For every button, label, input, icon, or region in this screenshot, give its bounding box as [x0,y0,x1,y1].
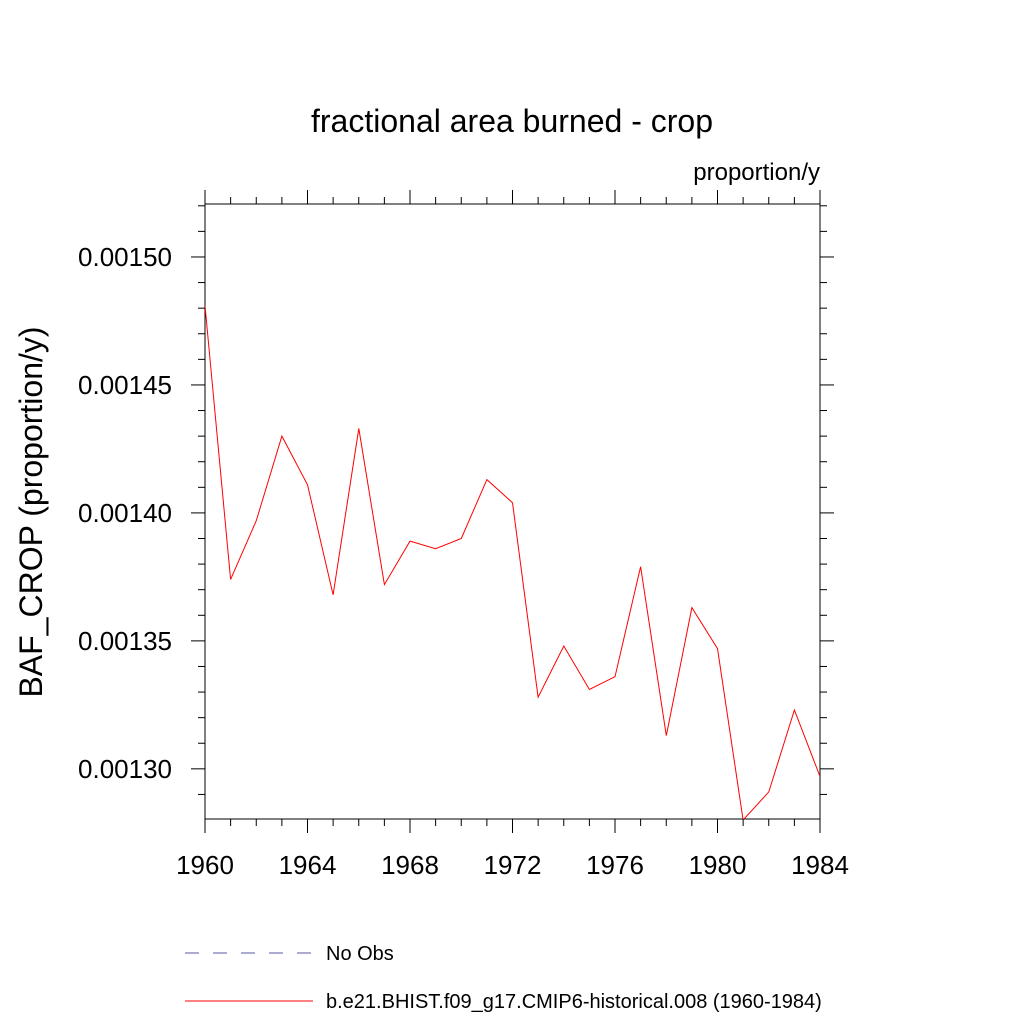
legend: No Obs b.e21.BHIST.f09_g17.CMIP6-historic… [185,943,822,1013]
legend-label: b.e21.BHIST.f09_g17.CMIP6-historical.008… [326,991,822,1013]
legend-label: No Obs [326,943,394,965]
y-tick-label: 0.00130 [78,754,172,784]
x-tick-label: 1968 [381,850,439,880]
x-tick-label: 1972 [484,850,542,880]
chart-title: fractional area burned - crop [311,103,713,139]
y-tick-label: 0.00150 [78,242,172,272]
y-axis-label: BAF_CROP (proportion/y) [13,326,49,697]
x-tick-label: 1976 [586,850,644,880]
series-line [205,305,820,819]
x-tick-label: 1980 [689,850,747,880]
plot-series [205,305,820,819]
x-tick-label: 1964 [279,850,337,880]
y-tick-label: 0.00140 [78,498,172,528]
units-label: proportion/y [693,159,820,186]
x-tick-label: 1960 [176,850,234,880]
y-tick-label: 0.00135 [78,626,172,656]
axes: 1960 1964 1968 1972 1976 1980 1984 0.00130 0.001… [78,190,849,880]
y-tick-label: 0.00145 [78,370,172,400]
x-tick-label: 1984 [791,850,849,880]
plot-frame [204,203,821,820]
